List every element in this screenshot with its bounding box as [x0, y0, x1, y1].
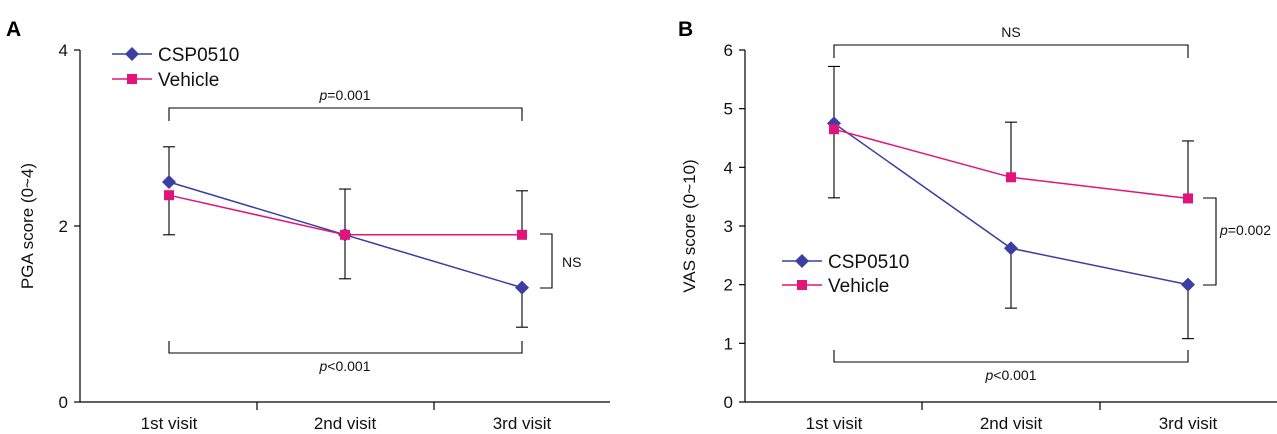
annotation-p0001-a: p<0.001	[318, 358, 370, 374]
panel-label-b: B	[678, 18, 693, 41]
point-vehicle-a	[517, 229, 527, 240]
annotation-p0002-b: p=0.002	[1219, 222, 1271, 238]
legend-label-csp0510-b: CSP0510	[828, 252, 909, 273]
point-vehicle-b	[829, 124, 839, 135]
legend-label-csp0510-a: CSP0510	[158, 45, 239, 66]
point-vehicle-b	[1006, 172, 1016, 183]
annotation-p0001-b: p<0.001	[984, 367, 1036, 383]
y-axis-label-b: VAS score (0~10)	[680, 159, 699, 292]
point-vehicle-a	[164, 190, 174, 201]
y-tick-label-b: 3	[724, 217, 733, 236]
bracket-p0002-b	[1203, 197, 1217, 286]
bracket-p001-a	[168, 107, 523, 121]
panel-label-a: A	[6, 18, 21, 41]
axes-b	[744, 50, 1277, 403]
point-vehicle-a	[340, 229, 350, 240]
point-csp0510-a	[162, 175, 176, 189]
ticks-b: 0 1 2 3 4 5 6 1st visit 2nd visit 3rd visit	[724, 41, 1218, 433]
series-a	[162, 146, 529, 328]
brackets-a: p=0.001 NS p<0.001	[168, 87, 581, 374]
y-tick-label-b: 1	[724, 334, 733, 353]
y-tick-label-a: 0	[59, 393, 68, 412]
y-tick-label-b: 4	[724, 158, 733, 177]
y-tick-label-b: 0	[724, 393, 733, 412]
legend-label-vehicle-b: Vehicle	[828, 276, 889, 297]
legend-marker-vehicle-a	[127, 74, 137, 84]
chart-panel-b: B VAS score (0~10) 0 1 2 3 4 5 6 1st visit 2nd v…	[678, 18, 1277, 433]
x-tick-label-b: 1st visit	[806, 414, 863, 433]
bracket-p0001-b	[833, 350, 1189, 363]
y-tick-label-a: 4	[59, 41, 68, 60]
x-tick-label-a: 1st visit	[141, 414, 198, 433]
annotation-ns-a: NS	[562, 254, 581, 270]
y-tick-label-b: 5	[724, 100, 733, 119]
x-tick-label-b: 3rd visit	[1159, 414, 1218, 433]
annotation-p001-a: p=0.001	[318, 87, 370, 103]
ticks-a: 0 2 4 1st visit 2nd visit 3rd visit	[59, 41, 552, 433]
x-tick-label-b: 2nd visit	[980, 414, 1043, 433]
series-b	[827, 65, 1195, 340]
bracket-ns-a	[540, 233, 553, 289]
y-axis-label-a: PGA score (0~4)	[18, 163, 37, 289]
bracket-p0001-a	[168, 341, 523, 354]
point-csp0510-b	[1004, 241, 1018, 256]
legend-b: CSP0510 Vehicle	[782, 252, 909, 297]
y-tick-label-a: 2	[59, 217, 68, 236]
chart-panel-a: A PGA score (0~4) 0 2 4 1st visit 2nd visit 3…	[6, 18, 610, 433]
point-vehicle-b	[1183, 193, 1193, 204]
y-tick-label-b: 2	[724, 276, 733, 295]
y-tick-label-b: 6	[724, 41, 733, 60]
x-tick-label-a: 3rd visit	[493, 414, 552, 433]
brackets-b: NS p=0.002 p<0.001	[833, 24, 1271, 383]
legend-marker-csp0510-a	[125, 47, 139, 61]
point-csp0510-a	[515, 280, 529, 295]
legend-label-vehicle-a: Vehicle	[158, 70, 219, 91]
point-csp0510-b	[1181, 277, 1195, 292]
x-tick-label-a: 2nd visit	[314, 414, 377, 433]
legend-marker-vehicle-b	[797, 280, 807, 290]
legend-marker-csp0510-b	[795, 254, 809, 268]
bracket-ns-b	[833, 44, 1189, 58]
annotation-ns-b: NS	[1001, 24, 1020, 40]
legend-a: CSP0510 Vehicle	[112, 45, 239, 91]
